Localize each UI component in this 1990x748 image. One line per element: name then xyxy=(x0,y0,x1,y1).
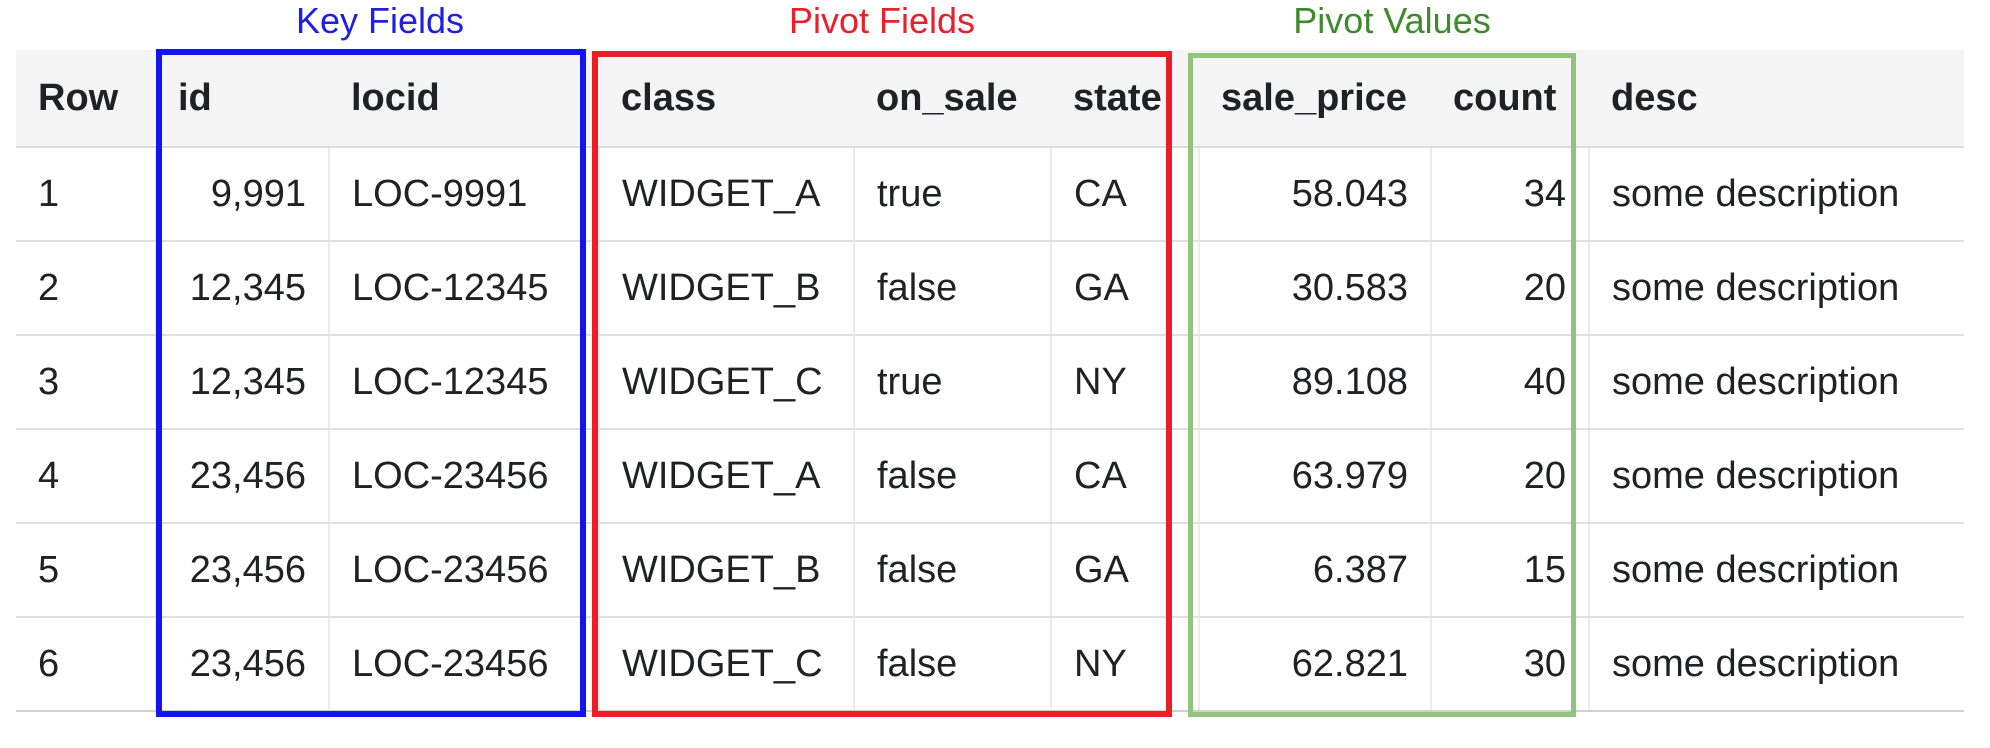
cell-desc: some description xyxy=(1589,335,1964,430)
cell-row: 3 xyxy=(16,335,157,430)
cell-sale-price: 58.043 xyxy=(1199,147,1432,242)
cell-class: WIDGET_A xyxy=(599,147,855,242)
cell-desc: some description xyxy=(1589,523,1964,618)
cell-count: 34 xyxy=(1431,147,1590,242)
cell-state: CA xyxy=(1051,429,1200,524)
cell-on-sale: false xyxy=(854,429,1052,524)
cell-state: NY xyxy=(1051,617,1200,712)
cell-row: 2 xyxy=(16,241,157,336)
cell-sale-price: 62.821 xyxy=(1199,617,1432,712)
column-header-count[interactable]: count xyxy=(1431,50,1589,148)
header-row: Row id locid class on_sale state sale_pr… xyxy=(16,50,1964,148)
cell-locid: LOC-23456 xyxy=(329,523,600,618)
cell-on-sale: true xyxy=(854,147,1052,242)
cell-id: 9,991 xyxy=(156,147,330,242)
column-header-state[interactable]: state xyxy=(1051,50,1199,148)
table-row: 6 23,456 LOC-23456 WIDGET_C false NY 62.… xyxy=(16,617,1964,712)
cell-row: 1 xyxy=(16,147,157,242)
cell-locid: LOC-9991 xyxy=(329,147,600,242)
cell-desc: some description xyxy=(1589,147,1964,242)
cell-locid: LOC-23456 xyxy=(329,617,600,712)
cell-desc: some description xyxy=(1589,429,1964,524)
cell-class: WIDGET_B xyxy=(599,523,855,618)
cell-count: 30 xyxy=(1431,617,1590,712)
cell-count: 20 xyxy=(1431,241,1590,336)
cell-state: NY xyxy=(1051,335,1200,430)
column-header-on-sale[interactable]: on_sale xyxy=(854,50,1051,148)
cell-on-sale: false xyxy=(854,617,1052,712)
cell-id: 12,345 xyxy=(156,241,330,336)
column-header-sale-price[interactable]: sale_price xyxy=(1199,50,1431,148)
cell-class: WIDGET_B xyxy=(599,241,855,336)
cell-locid: LOC-23456 xyxy=(329,429,600,524)
table-row: 1 9,991 LOC-9991 WIDGET_A true CA 58.043… xyxy=(16,147,1964,242)
column-header-locid[interactable]: locid xyxy=(329,50,599,148)
cell-count: 20 xyxy=(1431,429,1590,524)
table-row: 4 23,456 LOC-23456 WIDGET_A false CA 63.… xyxy=(16,429,1964,524)
column-header-desc[interactable]: desc xyxy=(1589,50,1964,148)
table-row: 2 12,345 LOC-12345 WIDGET_B false GA 30.… xyxy=(16,241,1964,336)
cell-state: GA xyxy=(1051,523,1200,618)
results-table: Row id locid class on_sale state sale_pr… xyxy=(16,50,1964,712)
cell-state: GA xyxy=(1051,241,1200,336)
cell-on-sale: false xyxy=(854,523,1052,618)
cell-locid: LOC-12345 xyxy=(329,335,600,430)
cell-sale-price: 30.583 xyxy=(1199,241,1432,336)
cell-desc: some description xyxy=(1589,617,1964,712)
cell-class: WIDGET_C xyxy=(599,335,855,430)
column-header-class[interactable]: class xyxy=(599,50,854,148)
key-fields-caption: Key Fields xyxy=(295,0,465,41)
cell-count: 15 xyxy=(1431,523,1590,618)
pivot-fields-caption: Pivot Fields xyxy=(788,0,976,41)
cell-id: 23,456 xyxy=(156,429,330,524)
cell-id: 23,456 xyxy=(156,617,330,712)
cell-on-sale: true xyxy=(854,335,1052,430)
column-header-row[interactable]: Row xyxy=(16,50,156,148)
table-row: 5 23,456 LOC-23456 WIDGET_B false GA 6.3… xyxy=(16,523,1964,618)
cell-id: 23,456 xyxy=(156,523,330,618)
cell-class: WIDGET_C xyxy=(599,617,855,712)
cell-on-sale: false xyxy=(854,241,1052,336)
column-header-id[interactable]: id xyxy=(156,50,329,148)
cell-sale-price: 63.979 xyxy=(1199,429,1432,524)
cell-sale-price: 89.108 xyxy=(1199,335,1432,430)
cell-sale-price: 6.387 xyxy=(1199,523,1432,618)
pivot-values-caption: Pivot Values xyxy=(1293,0,1491,41)
cell-desc: some description xyxy=(1589,241,1964,336)
cell-row: 5 xyxy=(16,523,157,618)
cell-locid: LOC-12345 xyxy=(329,241,600,336)
cell-count: 40 xyxy=(1431,335,1590,430)
cell-class: WIDGET_A xyxy=(599,429,855,524)
cell-id: 12,345 xyxy=(156,335,330,430)
cell-row: 6 xyxy=(16,617,157,712)
cell-row: 4 xyxy=(16,429,157,524)
cell-state: CA xyxy=(1051,147,1200,242)
table-row: 3 12,345 LOC-12345 WIDGET_C true NY 89.1… xyxy=(16,335,1964,430)
